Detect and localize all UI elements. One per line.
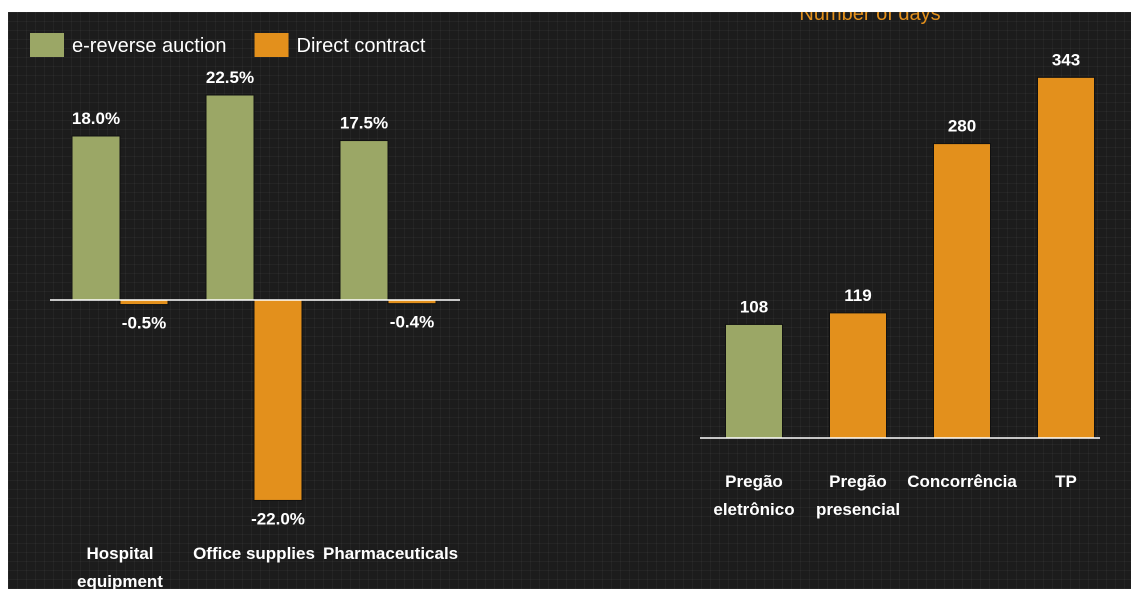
bar — [339, 140, 389, 301]
data-label: -22.0% — [251, 509, 305, 528]
slide: 18.0% -0.5% 22.5% -22.0% 17.5% -0.4% e-reverse… — [8, 12, 1131, 589]
data-label: 22.5% — [206, 68, 254, 87]
x-tick-label: Pregão presencial — [815, 472, 901, 519]
x-tick-label: Concorrência — [907, 472, 1017, 491]
chart: 18.0% -0.5% 22.5% -22.0% 17.5% -0.4% e-reverse… — [30, 12, 1100, 528]
x-tick-label: Office supplies — [193, 544, 315, 563]
data-label: 119 — [844, 286, 871, 305]
x-tick-label: Pregão eletrônico — [713, 472, 795, 519]
bar — [933, 143, 991, 439]
x-tick-label: TP — [1055, 472, 1077, 491]
data-label: -0.5% — [122, 314, 166, 333]
bar — [725, 323, 783, 439]
bar — [205, 94, 255, 301]
x-tick-label: Hospital equipment — [77, 544, 163, 589]
bar — [829, 312, 887, 439]
legend-label: e-reverse auction — [72, 35, 227, 57]
bar — [71, 135, 121, 301]
chart-title: Number of days — [799, 12, 940, 25]
data-label: 343 — [1052, 50, 1080, 69]
legend-label: Direct contract — [297, 35, 426, 57]
x-tick-label: Pharmaceuticals — [323, 544, 459, 563]
legend-swatch — [30, 33, 64, 57]
data-label: -0.4% — [390, 313, 434, 332]
bar — [1037, 76, 1095, 439]
data-label: 17.5% — [340, 114, 388, 133]
data-label: 280 — [948, 117, 976, 136]
legend-swatch — [254, 33, 289, 57]
data-label: 18.0% — [72, 109, 120, 128]
bar — [253, 299, 303, 501]
data-label: 108 — [740, 297, 768, 316]
